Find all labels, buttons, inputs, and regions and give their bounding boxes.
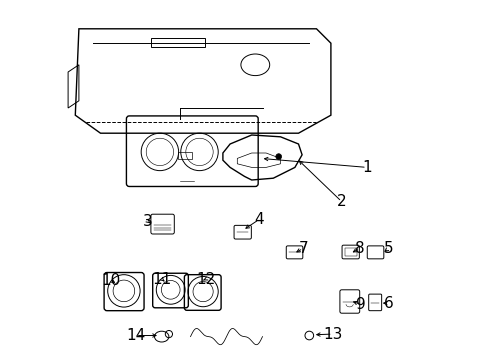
Text: 6: 6 (383, 296, 392, 311)
Bar (344, 248, 356, 256)
Text: 8: 8 (354, 241, 364, 256)
Text: 10: 10 (101, 273, 120, 288)
Circle shape (275, 154, 281, 159)
Text: 9: 9 (355, 297, 365, 312)
Text: 12: 12 (196, 271, 215, 287)
Text: 13: 13 (323, 327, 342, 342)
Text: 2: 2 (336, 194, 346, 209)
Bar (151, 38, 204, 47)
Text: 14: 14 (126, 328, 145, 343)
Text: 4: 4 (254, 212, 263, 227)
Text: 11: 11 (152, 271, 171, 287)
Text: 3: 3 (143, 214, 153, 229)
Text: 1: 1 (361, 160, 371, 175)
Text: 5: 5 (383, 241, 392, 256)
Text: 7: 7 (298, 241, 307, 256)
Bar (178, 152, 192, 159)
